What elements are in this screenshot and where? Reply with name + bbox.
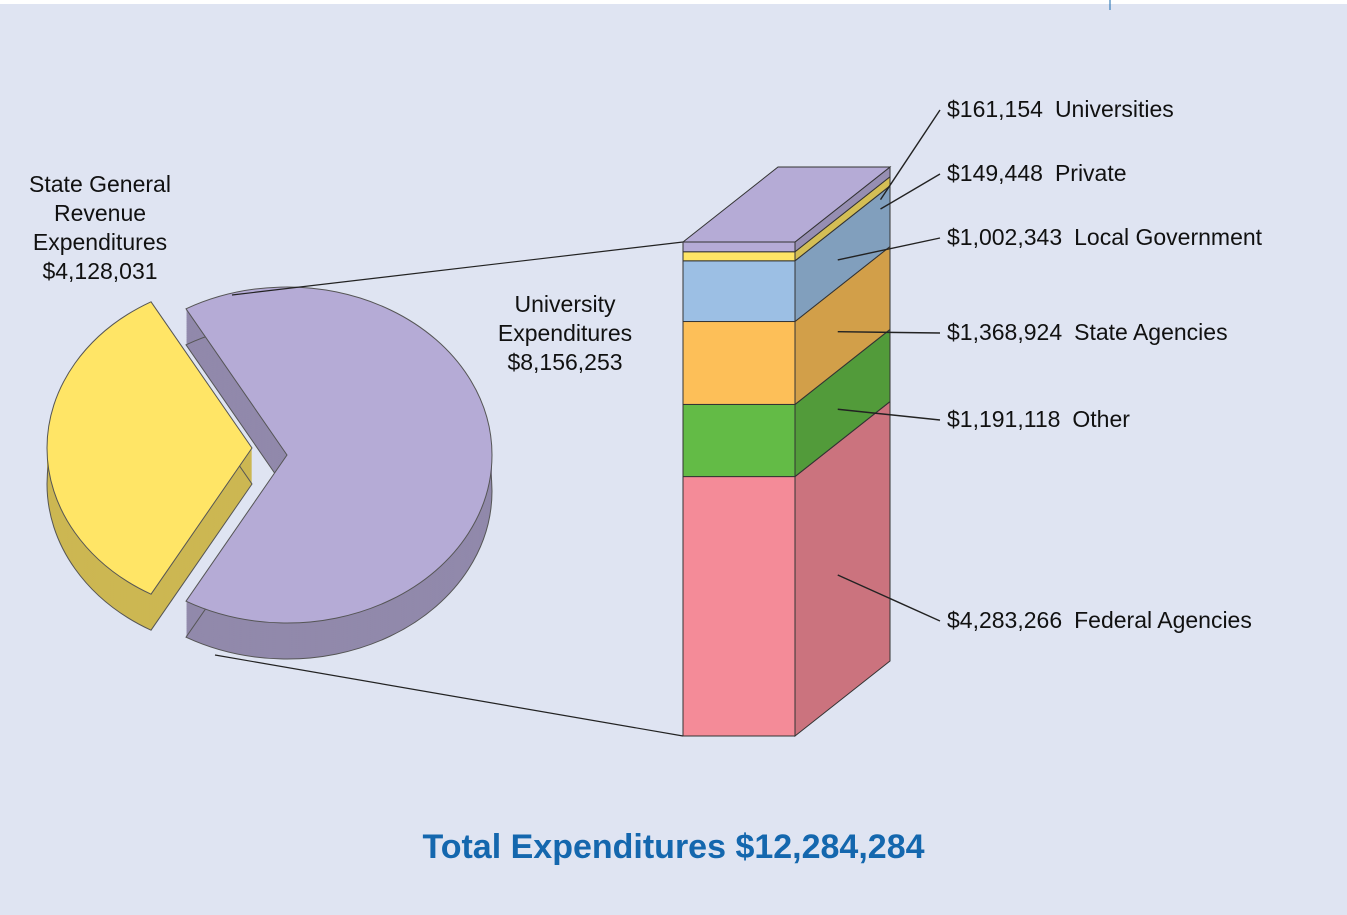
bar-segment-top — [681, 166, 892, 243]
bar-value: $149,448 — [947, 160, 1043, 186]
bar-value: $1,191,118 — [947, 406, 1061, 432]
bar-label: $4,283,266 Federal Agencies — [947, 607, 1264, 634]
bar-name: Universities — [1054, 96, 1174, 122]
bar-segment — [682, 251, 796, 262]
slice-value: $8,156,253 — [507, 349, 623, 375]
connector — [214, 654, 684, 737]
leader-line — [837, 574, 941, 622]
bar-label: $161,154 Universities — [947, 96, 1186, 123]
slice — [46, 301, 253, 595]
bar-name: State Agencies — [1074, 319, 1228, 345]
leader-line — [837, 237, 941, 261]
slice-value: $4,128,031 — [42, 258, 158, 284]
bar-name: Federal Agencies — [1074, 607, 1252, 633]
bar-label: $1,191,118 Other — [947, 406, 1142, 433]
slice-name: University Expenditures — [497, 291, 633, 346]
chart-title: Total Expenditures $12,284,284 — [422, 828, 925, 866]
bar-label: $1,368,924 State Agencies — [947, 319, 1240, 346]
bar-name: Local Government — [1074, 224, 1263, 250]
bar-value: $1,368,924 — [947, 319, 1063, 345]
slice-label: University Expenditures $8,156,253 — [465, 290, 665, 377]
bar-segment — [682, 476, 796, 737]
bar-label: $149,448 Private — [947, 160, 1139, 187]
bar-segment — [682, 260, 796, 323]
bar-name: Private — [1054, 160, 1127, 186]
slice-label: State General Revenue Expenditures $4,128… — [10, 170, 190, 286]
bar-segment — [682, 241, 796, 253]
slice — [185, 286, 493, 624]
leader-line — [879, 109, 941, 201]
slice-name: State General Revenue Expenditures — [29, 171, 171, 255]
bar-segment — [682, 321, 796, 405]
leader-line — [837, 331, 941, 334]
connector — [231, 241, 684, 296]
leader-line — [880, 173, 941, 210]
bar-name: Other — [1072, 406, 1130, 432]
bar-value: $161,154 — [947, 96, 1043, 122]
bar-label: $1,002,343 Local Government — [947, 224, 1274, 251]
bar-value: $1,002,343 — [947, 224, 1063, 250]
bar-value: $4,283,266 — [947, 607, 1063, 633]
leader-line — [837, 408, 941, 421]
bar-segment — [682, 403, 796, 478]
